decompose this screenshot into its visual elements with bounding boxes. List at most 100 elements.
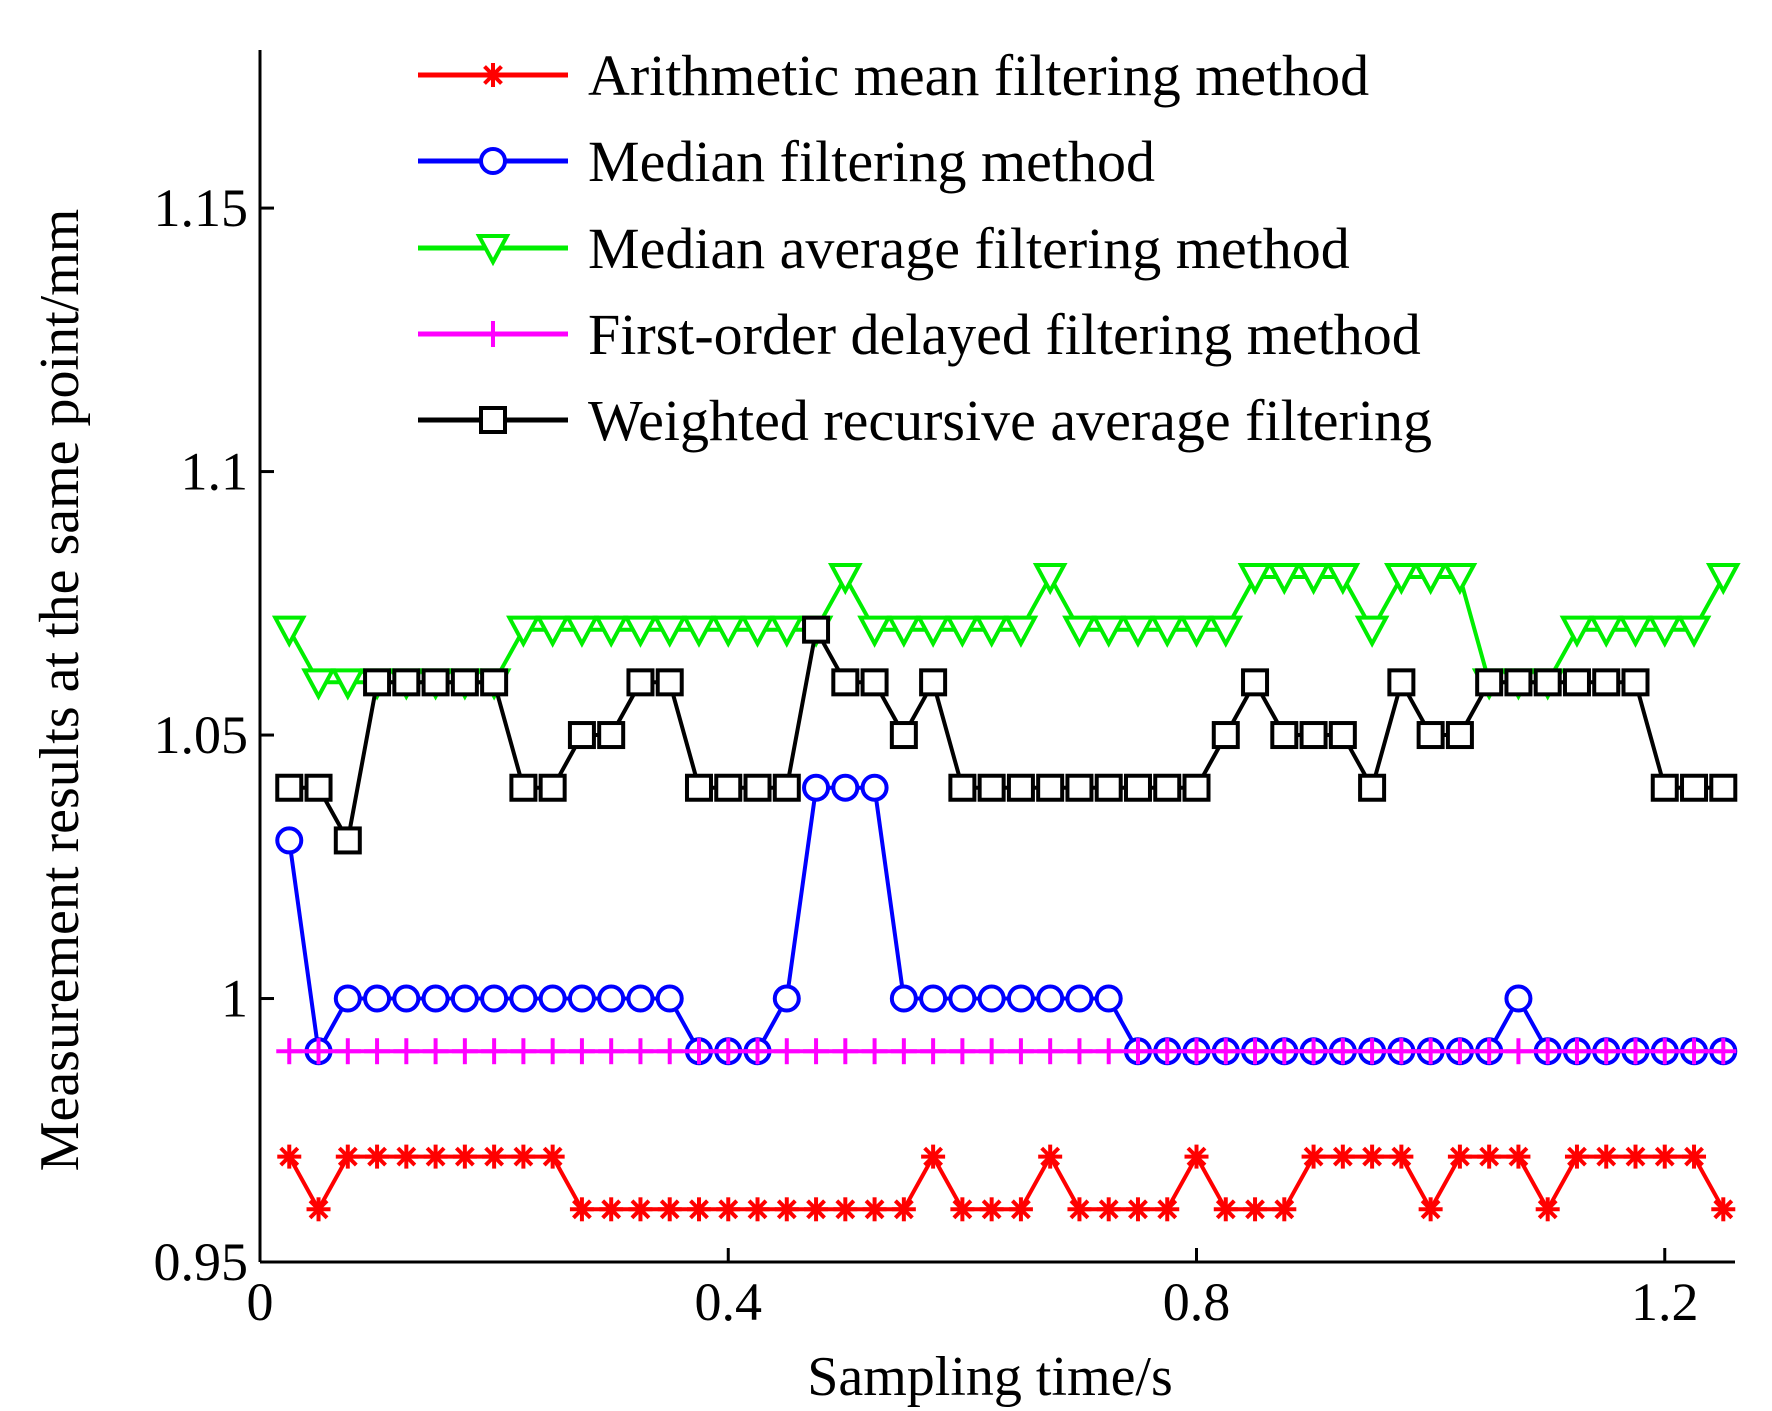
data-point	[450, 984, 479, 1013]
data-point	[363, 984, 392, 1013]
data-point	[831, 773, 860, 802]
data-point	[657, 1197, 682, 1222]
legend-marker	[479, 147, 507, 175]
series-4	[275, 615, 1738, 855]
data-point	[564, 615, 600, 648]
data-point	[1094, 984, 1123, 1013]
data-point	[886, 615, 922, 648]
data-point	[306, 1197, 331, 1222]
data-point	[714, 773, 743, 802]
legend-label: Median filtering method	[588, 129, 1155, 194]
data-point	[627, 1038, 654, 1065]
data-point	[655, 984, 684, 1013]
data-point	[1676, 615, 1712, 648]
y-tick-label: 1.15	[154, 178, 249, 238]
data-point	[1476, 1038, 1503, 1065]
data-point	[652, 615, 688, 648]
data-point	[1328, 721, 1357, 750]
data-point	[915, 615, 951, 648]
data-point	[1506, 1144, 1531, 1169]
data-point	[1241, 668, 1270, 697]
data-point	[1329, 1038, 1356, 1065]
x-axis-title: Sampling time/s	[807, 1346, 1173, 1408]
data-point	[890, 1038, 917, 1065]
data-point	[1182, 773, 1211, 802]
data-point	[1446, 1038, 1473, 1065]
data-point	[740, 615, 775, 648]
data-point	[569, 1197, 594, 1222]
data-point	[919, 668, 948, 697]
data-point	[1153, 773, 1182, 802]
data-point	[1504, 668, 1533, 697]
data-point	[363, 668, 392, 697]
data-point	[772, 773, 801, 802]
legend-marker	[479, 406, 507, 434]
data-point	[803, 1038, 830, 1065]
data-point	[1242, 1038, 1269, 1065]
series-3	[276, 1038, 1737, 1065]
data-point	[827, 562, 863, 596]
data-point	[1299, 721, 1328, 750]
data-point	[276, 1038, 303, 1065]
data-point	[450, 668, 479, 697]
data-point	[1006, 773, 1035, 802]
data-point	[710, 615, 746, 648]
series-line	[287, 785, 1724, 1054]
data-point	[1301, 1144, 1326, 1169]
data-point	[1096, 1197, 1121, 1222]
data-point	[1711, 1197, 1736, 1222]
data-point	[1563, 1038, 1590, 1065]
data-point	[1272, 1197, 1297, 1222]
data-point	[684, 773, 713, 802]
data-point	[948, 984, 977, 1013]
data-point	[1588, 615, 1624, 648]
data-point	[1237, 562, 1273, 596]
data-point	[974, 615, 1009, 648]
series-0	[277, 1144, 1736, 1222]
data-point	[1562, 668, 1591, 697]
x-tick-label: 0.4	[695, 1272, 763, 1332]
data-point	[1184, 1144, 1209, 1169]
data-point	[1592, 668, 1621, 697]
data-point	[945, 615, 980, 648]
data-point	[1593, 1038, 1620, 1065]
data-point	[1360, 1144, 1385, 1169]
legend-item: Weighted recursive average filtering	[418, 388, 1432, 453]
data-point	[1445, 721, 1474, 750]
legend-marker	[475, 234, 511, 267]
data-point	[1622, 1038, 1649, 1065]
data-point	[1149, 615, 1185, 648]
data-point	[480, 984, 509, 1013]
data-point	[802, 773, 831, 802]
data-point	[1389, 1144, 1414, 1169]
legend-item: Median filtering method	[418, 129, 1155, 194]
data-point	[1416, 721, 1445, 750]
series-layer	[271, 562, 1741, 1222]
data-point	[535, 615, 571, 648]
data-point	[743, 773, 772, 802]
data-point	[538, 773, 567, 802]
data-point	[1388, 1038, 1415, 1065]
data-point	[305, 1038, 332, 1065]
data-point	[1359, 1038, 1386, 1065]
data-point	[862, 1197, 887, 1222]
data-point	[597, 721, 626, 750]
data-point	[920, 1038, 947, 1065]
data-point	[394, 1144, 419, 1169]
data-point	[802, 615, 831, 644]
data-point	[921, 1144, 946, 1169]
data-point	[1007, 1038, 1034, 1065]
legend-label: Weighted recursive average filtering	[588, 388, 1432, 453]
data-point	[421, 668, 450, 697]
data-point	[1032, 562, 1068, 596]
legend-marker	[480, 321, 506, 347]
data-point	[1065, 984, 1094, 1013]
data-point	[1652, 1144, 1677, 1169]
data-point	[1006, 984, 1035, 1013]
data-point	[832, 1038, 859, 1065]
data-point	[567, 721, 596, 750]
data-point	[656, 1038, 683, 1065]
data-point	[1155, 1197, 1180, 1222]
y-tick-label: 1.05	[154, 705, 249, 765]
data-point	[568, 1038, 595, 1065]
